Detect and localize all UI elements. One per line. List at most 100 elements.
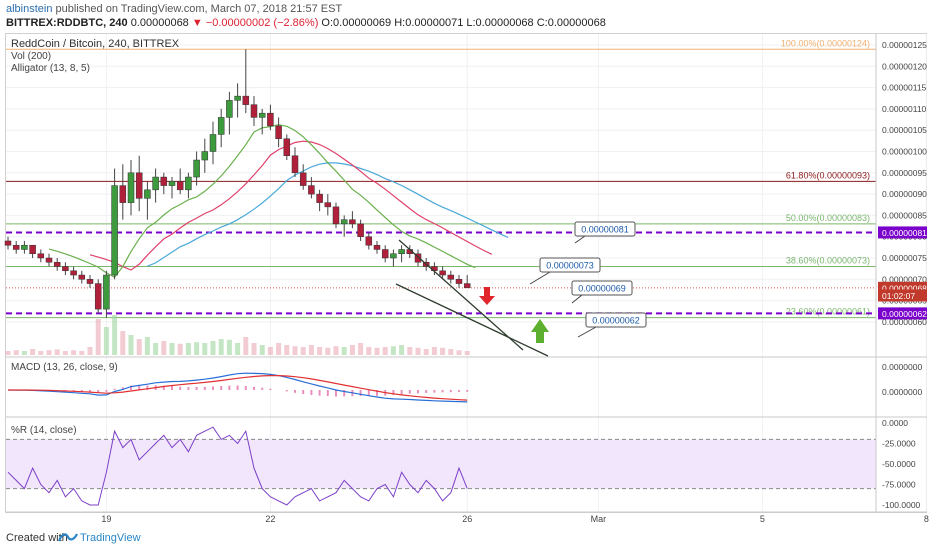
candle-body[interactable] — [94, 283, 102, 310]
price-badge — [878, 226, 927, 239]
candle-body[interactable] — [373, 244, 381, 250]
volume-bar — [431, 347, 437, 355]
callout-box[interactable] — [574, 221, 636, 237]
candle-body[interactable] — [160, 176, 168, 186]
candle-body[interactable] — [463, 283, 471, 289]
volume-bars — [5, 315, 470, 355]
candle-body[interactable] — [340, 219, 348, 225]
candle-body[interactable] — [316, 193, 323, 203]
candle-body[interactable] — [349, 219, 356, 225]
time-tick-label: 22 — [265, 514, 275, 524]
tradingview-logo-icon — [58, 533, 78, 542]
candle-body[interactable] — [414, 253, 422, 263]
price-tick-label: 0.00000090 — [882, 189, 927, 199]
wr-axis-label: -50.0000 — [882, 459, 916, 469]
volume-bar — [292, 346, 298, 355]
volume-bar — [169, 343, 175, 355]
author-link[interactable]: albinstein — [6, 3, 53, 15]
candle-body[interactable] — [86, 279, 94, 284]
candle-body[interactable] — [242, 95, 250, 105]
candle-body[interactable] — [357, 223, 364, 237]
volume-bar — [103, 327, 109, 355]
candle-body[interactable] — [398, 249, 405, 254]
candle-body[interactable] — [78, 274, 86, 280]
volume-bar — [79, 351, 85, 355]
callout-box[interactable] — [585, 312, 647, 328]
macd-line — [7, 372, 468, 403]
candle-body[interactable] — [455, 279, 463, 284]
candle-body[interactable] — [234, 95, 241, 101]
symbol-label: BITTREX:RDDBTC, 240 — [6, 17, 128, 29]
price-tick-label: 0.00000060 — [882, 317, 927, 327]
volume-bar — [284, 345, 290, 355]
candle-body[interactable] — [103, 274, 110, 310]
candle-body[interactable] — [283, 138, 291, 157]
candle-body[interactable] — [152, 176, 159, 191]
candle-body[interactable] — [185, 176, 192, 191]
candle-body[interactable] — [135, 172, 143, 199]
candle-body[interactable] — [365, 236, 373, 246]
callout-box[interactable] — [539, 257, 601, 273]
ohlc-values: O:0.00000069 H:0.00000071 L:0.00000068 C… — [321, 17, 606, 29]
wedge-upper-line[interactable] — [398, 239, 524, 351]
callout-text: 0.00000062 — [592, 316, 640, 326]
volume-bar — [349, 345, 355, 355]
candle-body[interactable] — [70, 270, 77, 276]
candle-body[interactable] — [332, 206, 340, 225]
candle-body[interactable] — [37, 253, 45, 259]
fib-level-label: 23.60%(0.00000061) — [786, 307, 870, 317]
candle-body[interactable] — [291, 155, 299, 174]
candle-body[interactable] — [275, 125, 282, 139]
volume-bar — [366, 347, 372, 355]
volume-bar — [202, 343, 208, 355]
candle-body[interactable] — [258, 112, 266, 118]
callout-pointer — [529, 271, 551, 285]
price-tick-label: 0.00000085 — [882, 210, 927, 220]
candle-body[interactable] — [111, 185, 118, 276]
candle-body[interactable] — [193, 159, 200, 178]
time-tick-label: 26 — [462, 514, 472, 524]
candle-body[interactable] — [390, 253, 397, 259]
volume-bar — [112, 315, 118, 355]
candle-body[interactable] — [119, 185, 127, 203]
wedge-lower-line[interactable] — [395, 283, 549, 357]
candle-body[interactable] — [62, 266, 69, 272]
candle-body[interactable] — [324, 202, 332, 208]
volume-bar — [194, 342, 200, 355]
candle-body[interactable] — [381, 249, 389, 259]
price-badge — [878, 289, 927, 302]
candle-body[interactable] — [201, 151, 209, 161]
candle-body[interactable] — [250, 104, 258, 118]
candle-body[interactable] — [12, 244, 20, 250]
candle-body[interactable] — [439, 270, 446, 276]
candle-body[interactable] — [176, 181, 184, 191]
candle-body[interactable] — [127, 172, 135, 203]
volume-bar — [54, 349, 60, 355]
candle-body[interactable] — [226, 100, 233, 118]
macd-axis-label: 0.0000000 — [882, 362, 922, 372]
alligator-lines — [48, 124, 509, 278]
time-tick-label: Mar — [591, 514, 607, 524]
williams-r-pane — [6, 426, 876, 506]
time-tick-label: 5 — [760, 514, 765, 524]
callout-text: 0.00000069 — [578, 284, 626, 294]
last-price: 0.00000068 — [130, 17, 189, 29]
candle-body[interactable] — [447, 274, 455, 280]
candle-body[interactable] — [45, 257, 53, 263]
candle-body[interactable] — [21, 244, 28, 250]
candle-body[interactable] — [209, 134, 217, 152]
candle-body[interactable] — [4, 240, 12, 246]
candle-body[interactable] — [217, 117, 225, 135]
candle-body[interactable] — [168, 181, 176, 186]
tradingview-link[interactable]: TradingView — [80, 532, 141, 544]
volume-bar — [300, 347, 306, 355]
callout-box[interactable] — [571, 280, 633, 296]
candle-body[interactable] — [144, 189, 151, 199]
candle-body[interactable] — [267, 112, 274, 127]
candle-body[interactable] — [53, 262, 61, 267]
volume-bar — [440, 347, 446, 355]
candle-body[interactable] — [308, 185, 315, 195]
candle-body[interactable] — [29, 244, 36, 254]
candle-body[interactable] — [299, 172, 307, 186]
